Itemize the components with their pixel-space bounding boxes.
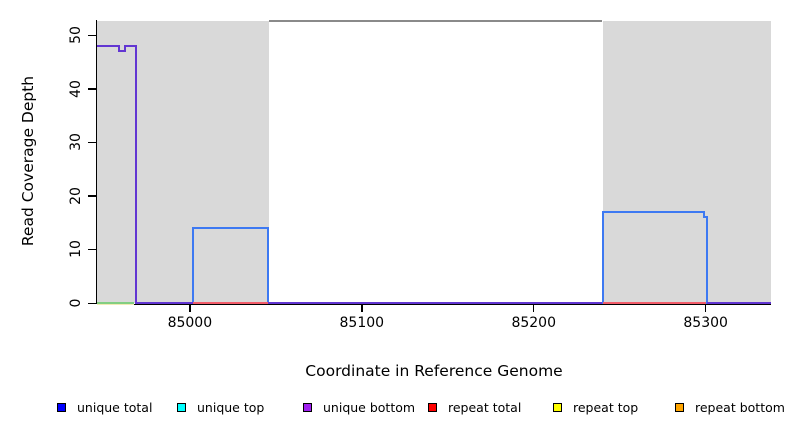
y-tick-label: 50 <box>68 26 84 45</box>
y-tick-label: 10 <box>68 240 84 259</box>
x-tick-label: 85300 <box>683 315 728 331</box>
legend-label: unique total <box>77 400 153 415</box>
repeat-region <box>602 21 771 303</box>
x-tick-label: 85000 <box>167 315 213 331</box>
legend-label: unique bottom <box>323 400 416 415</box>
x-axis-tick <box>532 304 535 312</box>
y-axis-tick <box>88 302 96 304</box>
series-segment-unique-total <box>706 216 709 304</box>
y-tick-label: 40 <box>68 79 84 98</box>
y-axis-title: Read Coverage Depth <box>19 75 37 247</box>
series-segment-unique-total <box>267 227 270 304</box>
series-segment-unique-bottom <box>124 44 127 53</box>
y-tick-label: 0 <box>68 298 84 308</box>
legend-swatch-icon <box>177 403 186 412</box>
series-segment-unique-total <box>601 210 604 304</box>
series-segment-unique-bottom <box>119 50 126 53</box>
series-segment-repeat-top <box>97 303 134 306</box>
x-axis-tick <box>704 304 707 312</box>
series-segment-repeat-total <box>602 302 706 304</box>
y-tick-label: 30 <box>68 133 84 152</box>
y-axis-line <box>96 20 97 304</box>
series-segment-unique-bottom <box>118 44 120 53</box>
legend-label: repeat total <box>448 400 522 415</box>
y-axis-tick <box>88 248 96 251</box>
series-segment-unique-total <box>703 216 708 219</box>
legend-swatch-icon <box>57 403 66 412</box>
series-segment-unique-bottom <box>135 44 138 304</box>
legend-label: repeat top <box>573 400 639 415</box>
legend-label: repeat bottom <box>695 400 785 415</box>
repeat-region <box>97 21 269 303</box>
series-segment-unique-bottom <box>136 302 194 304</box>
y-axis-tick <box>88 88 96 90</box>
y-axis-tick <box>88 195 96 197</box>
x-tick-label: 85100 <box>339 315 385 331</box>
series-segment-unique-total <box>193 227 269 230</box>
legend-swatch-icon <box>553 403 562 412</box>
x-axis-tick <box>189 304 191 312</box>
x-axis-title: Coordinate in Reference Genome <box>305 362 563 380</box>
series-segment-unique-bottom <box>268 302 603 304</box>
series-segment-unique-top <box>97 302 134 304</box>
legend-label: unique top <box>197 400 265 415</box>
series-segment-unique-total <box>702 210 705 219</box>
series-segment-unique-bottom <box>125 44 137 47</box>
series-segment-unique-total <box>192 227 195 304</box>
y-axis-tick <box>88 34 96 37</box>
series-segment-repeat-total <box>193 302 269 304</box>
x-axis-line <box>97 304 771 305</box>
series-segment-unique-total <box>602 210 704 213</box>
series-segment-unique-bottom <box>97 44 119 47</box>
plot-top-border <box>268 20 603 22</box>
x-tick-label: 85200 <box>511 315 556 331</box>
legend-swatch-icon <box>428 403 437 412</box>
y-axis-tick <box>88 141 96 144</box>
legend-swatch-icon <box>303 403 312 412</box>
series-segment-unique-bottom <box>707 302 771 304</box>
x-axis-tick <box>361 304 363 312</box>
legend-swatch-icon <box>675 403 684 412</box>
y-tick-label: 20 <box>68 186 84 205</box>
